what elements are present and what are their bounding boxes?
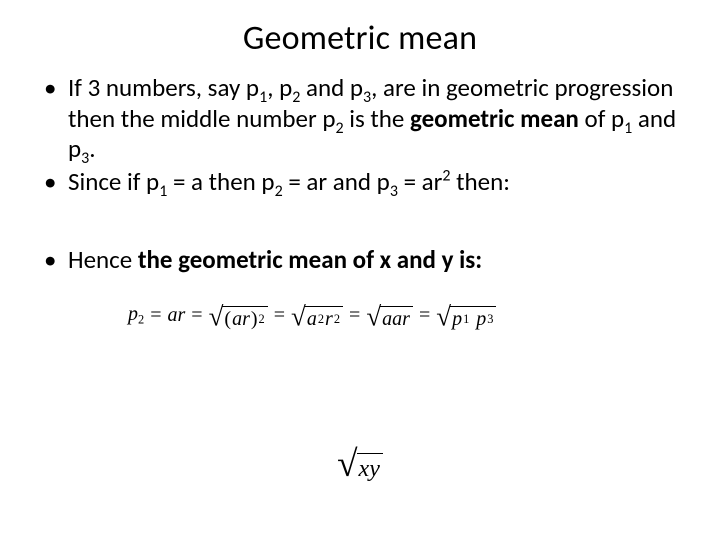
eq1-equals: = (150, 304, 161, 327)
b1-text: and p (300, 72, 363, 103)
b2-sub2: 2 (275, 182, 283, 201)
eq1-p: p2 (128, 303, 144, 327)
spacer (38, 199, 682, 245)
eq2-sqrt: √ xy (337, 444, 383, 481)
eq1-equals: = (419, 304, 430, 327)
radical-icon: √ (366, 304, 381, 331)
b2-text: = ar (398, 166, 442, 197)
b2-text: then: (450, 166, 509, 197)
equation-2: √ xy (0, 444, 720, 481)
eq1-sqrt-4: √ p1 p3 (436, 302, 496, 329)
eq1-sqrt-3: √ aar (366, 302, 413, 329)
eq1-equals: = (191, 304, 202, 327)
b2-text: Since if p (68, 166, 159, 197)
b1-text: . (89, 133, 95, 164)
eq1-sqrt-1: √ (ar)2 (209, 302, 268, 329)
radical-icon: √ (337, 446, 357, 483)
b1-bold: geometric mean (410, 103, 579, 134)
bullet-list: If 3 numbers, say p1, p2 and p3, are in … (38, 73, 682, 276)
radical-icon: √ (291, 304, 306, 331)
radical-icon: √ (209, 304, 224, 331)
bullet-3: Hence the geometric mean of x and y is: (38, 245, 682, 276)
slide-title: Geometric mean (38, 18, 682, 59)
b3-text: Hence (68, 244, 138, 275)
slide: Geometric mean If 3 numbers, say p1, p2 … (0, 0, 720, 540)
bullet-2: Since if p1 = a then p2 = ar and p3 = ar… (38, 167, 682, 198)
b2-text: = a then p (167, 166, 274, 197)
b1-text: is the (344, 103, 410, 134)
radical-icon: √ (436, 304, 451, 331)
eq2-xy: xy (357, 453, 383, 481)
b1-text: of p (579, 103, 624, 134)
eq1-rad2: a2r2 (305, 306, 343, 329)
eq1-ar: ar (167, 304, 185, 327)
eq1-sqrt-2: √ a2r2 (291, 302, 343, 329)
bullet-1: If 3 numbers, say p1, p2 and p3, are in … (38, 73, 682, 165)
equation-1: p2 = ar = √ (ar)2 = √ a2r2 = √ aar = √ p… (128, 302, 496, 329)
b2-sub3: 3 (390, 182, 398, 201)
b3-bold: the geometric mean of x and y is: (138, 244, 482, 275)
eq1-equals: = (274, 304, 285, 327)
eq1-rad1: (ar)2 (222, 306, 267, 329)
b1-text: If 3 numbers, say p (68, 72, 259, 103)
eq1-rad4: p1 p3 (450, 306, 496, 329)
eq1-rad3: aar (380, 306, 413, 329)
eq1-equals: = (349, 304, 360, 327)
b1-sub4: 2 (335, 119, 343, 138)
b1-text: , p (267, 72, 292, 103)
b2-text: = ar and p (283, 166, 390, 197)
